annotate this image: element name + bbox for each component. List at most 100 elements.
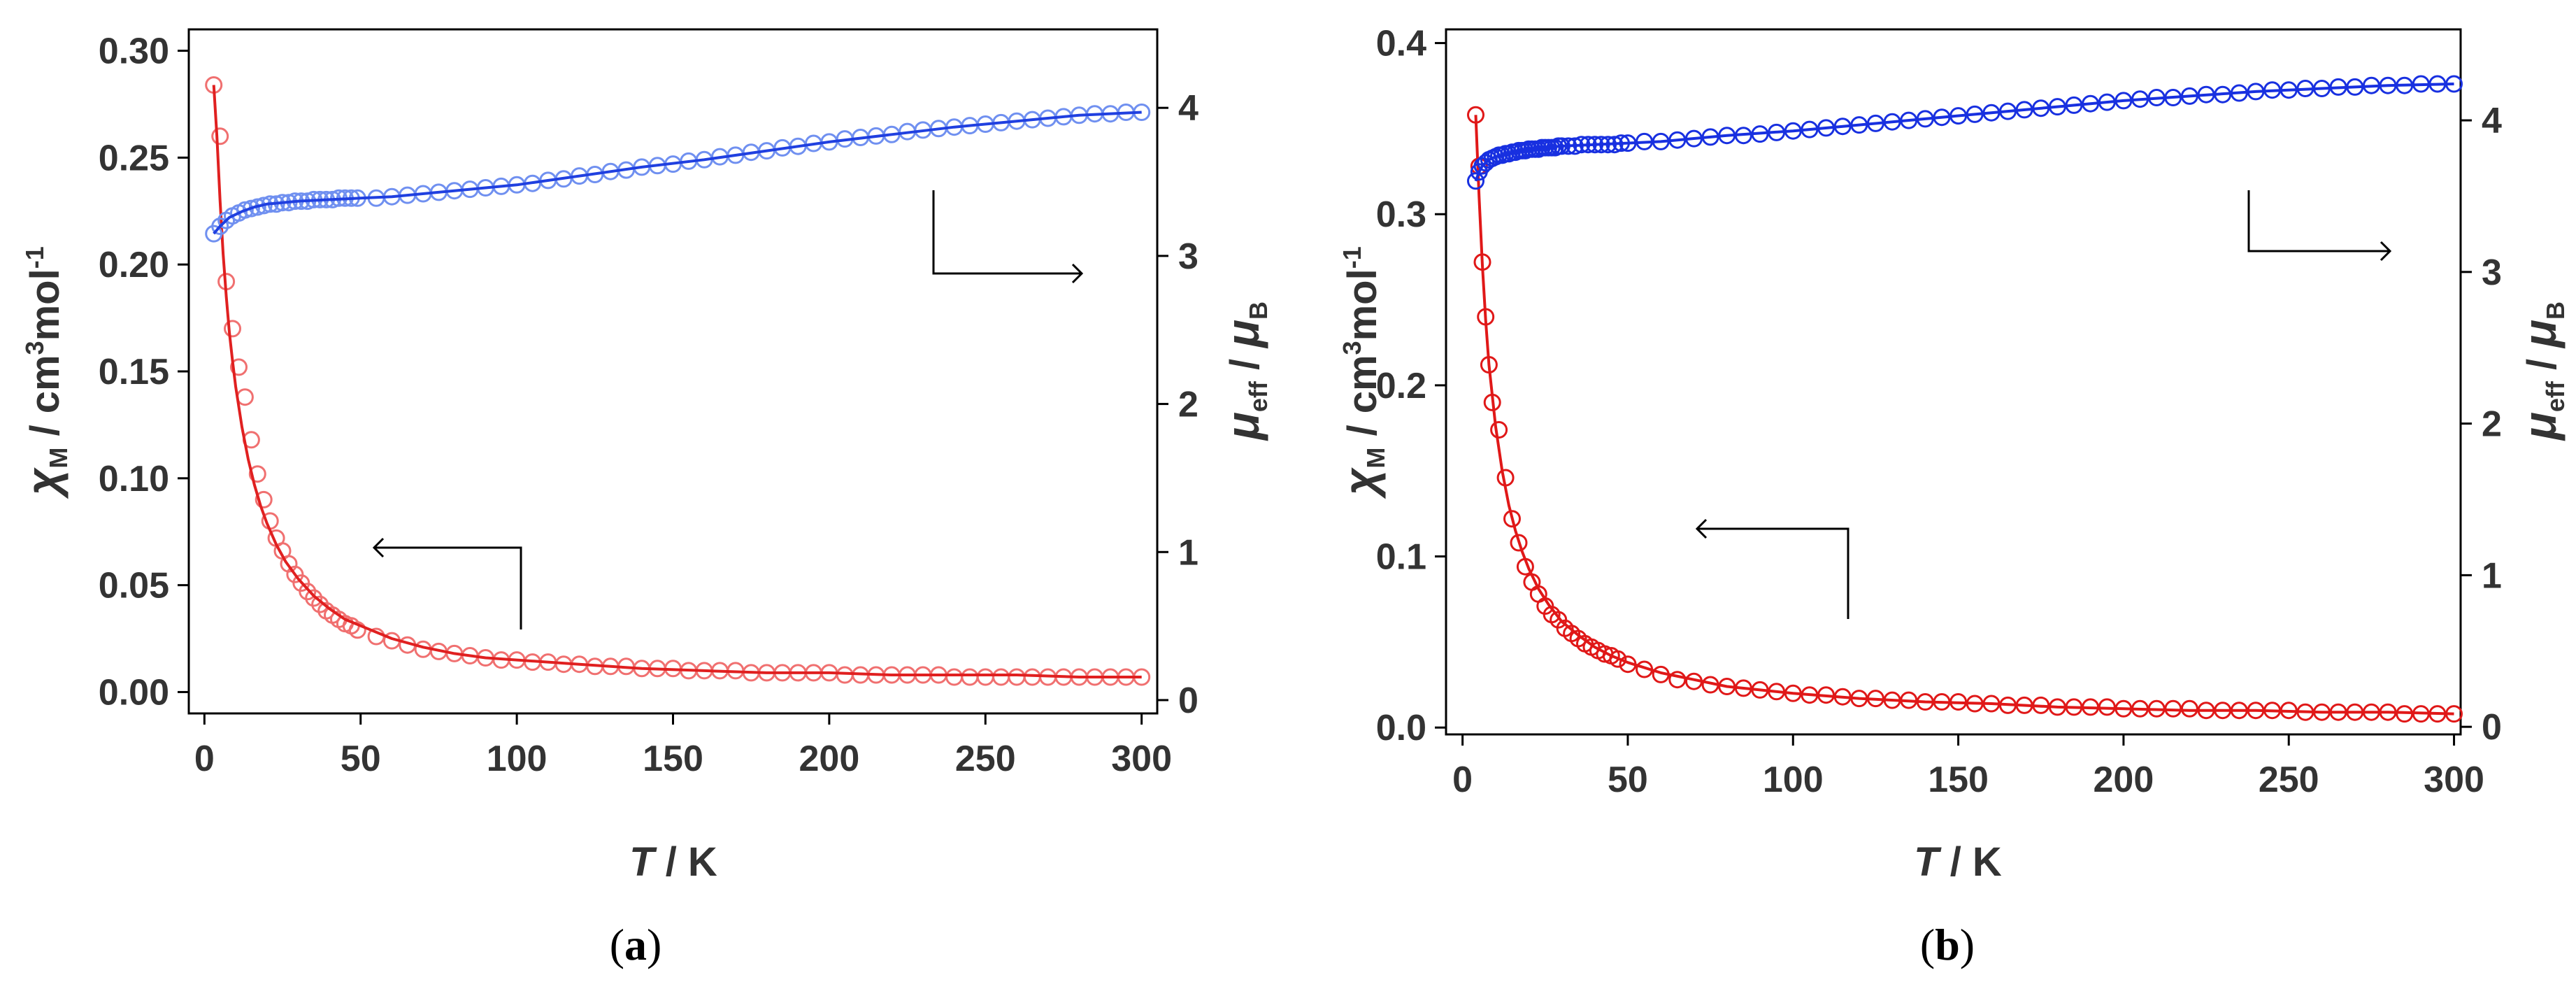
x-tick-label-a-2: 100 — [487, 739, 548, 779]
y-left-mid2-a: mol — [22, 269, 68, 341]
series-b-2-markers — [1467, 75, 2463, 190]
y-left-tick-label-a-2: 0.10 — [99, 459, 169, 499]
y-right-sub2-a: B — [1244, 301, 1273, 320]
y-right-tick-label-b-1: 1 — [2482, 555, 2502, 596]
arrow-right-axis-b — [2247, 190, 2390, 252]
x-tick-labels-b: 0 50 100 150 200 250 300 — [1452, 760, 2484, 800]
y-right-tick-label-a-1: 1 — [1178, 532, 1198, 573]
y-right-mid-b: / — [2519, 348, 2565, 381]
series-a-2-markers — [205, 104, 1151, 243]
series-a-3-fit-line — [213, 111, 1142, 235]
y-left-axis-label-b: χM / cm3mol-1 — [1334, 246, 1390, 499]
y-right-sym2-a: μ — [1217, 320, 1268, 349]
y-left-tick-label-b-2: 0.2 — [1376, 366, 1426, 406]
x-tick-label-a-4: 200 — [799, 739, 860, 779]
series-a-2-point-6 — [242, 199, 260, 218]
arrow-left-axis-b — [1697, 527, 1849, 619]
series-a-0-point-15 — [299, 583, 317, 601]
series-b-0-point-8 — [1503, 510, 1521, 528]
y-left-tick-label-a-3: 0.15 — [99, 352, 169, 392]
series-a-0-markers — [205, 76, 1151, 686]
series-a — [205, 76, 1151, 686]
y-right-tick-label-a-4: 4 — [1178, 88, 1198, 129]
arrow-left-axis-a — [374, 546, 522, 629]
series-b-0-point-59 — [2180, 699, 2198, 718]
plot-frame-b — [1445, 28, 2462, 736]
panel-a: 0 50 100 150 200 250 300 0.00 0.05 0.10 … — [17, 28, 1273, 969]
x-tick-label-a-3: 150 — [643, 739, 703, 779]
arrow-right-axis-a — [932, 190, 1082, 275]
y-right-tick-label-b-4: 4 — [2482, 101, 2502, 141]
y-left-sub-b: M — [1361, 448, 1390, 469]
y-right-sym-b: μ — [2514, 412, 2566, 441]
y-right-tick-label-a-2: 2 — [1178, 385, 1198, 425]
y-left-tick-label-b-3: 0.3 — [1376, 194, 1426, 235]
x-axis-label-unit-b: / K — [1939, 839, 2002, 885]
panel-label-b: (b) — [1920, 920, 1975, 969]
x-tick-label-b-3: 150 — [1928, 760, 1989, 800]
series-b-0-point-6 — [1490, 421, 1508, 439]
x-tick-label-b-6: 300 — [2424, 760, 2484, 800]
x-tick-label-b-1: 50 — [1608, 760, 1648, 800]
y-right-tick-label-b-2: 2 — [2482, 404, 2502, 445]
y-right-tick-label-a-3: 3 — [1178, 236, 1198, 277]
y-left-sup2-a: -1 — [20, 246, 49, 269]
x-tick-label-b-5: 250 — [2259, 760, 2319, 800]
arrowhead-right-axis-a — [1071, 263, 1084, 284]
ticks-a — [178, 50, 1168, 725]
y-left-sup2-b: -1 — [1338, 246, 1366, 269]
x-tick-label-b-4: 200 — [2094, 760, 2154, 800]
arrowhead-right-axis-b — [2380, 241, 2392, 262]
x-axis-label-b: T / K — [1914, 839, 2002, 885]
panel-b: 0 50 100 150 200 250 300 0.0 0.1 0.2 0.3… — [1334, 24, 2570, 969]
series-b-2-point-0 — [1467, 172, 1484, 190]
y-right-tick-labels-b: 0 1 2 3 4 — [2482, 101, 2502, 748]
x-tick-labels-a: 0 50 100 150 200 250 300 — [194, 739, 1172, 779]
y-left-sup1-a: 3 — [20, 341, 49, 355]
y-left-tick-label-a-4: 0.20 — [99, 245, 169, 285]
y-left-tick-label-b-1: 0.1 — [1376, 537, 1426, 578]
y-left-axis-label-a: χM / cm3mol-1 — [17, 246, 73, 499]
x-axis-label-var-b: T — [1914, 839, 1942, 885]
y-left-sym-a: χ — [17, 467, 69, 499]
series-a-2-point-5 — [236, 201, 254, 219]
y-right-sym2-b: μ — [2514, 320, 2566, 349]
series-a-1-fit-line — [212, 85, 1142, 678]
series-b-1-fit-line — [1474, 115, 2454, 716]
panel-label-b-letter: b — [1935, 920, 1960, 969]
ticks-b — [1435, 42, 2472, 746]
y-left-sym-b: χ — [1334, 467, 1386, 499]
x-tick-label-b-2: 100 — [1763, 760, 1824, 800]
y-right-tick-label-a-0: 0 — [1178, 681, 1198, 721]
y-left-tick-label-a-0: 0.00 — [99, 672, 169, 713]
y-right-tick-label-b-0: 0 — [2482, 707, 2502, 748]
y-left-tick-labels-a: 0.00 0.05 0.10 0.15 0.20 0.25 0.30 — [99, 31, 169, 713]
series-a-2-point-1 — [211, 218, 229, 235]
series-b-0-point-28 — [1668, 671, 1687, 689]
series-a-0-point-17 — [311, 595, 329, 613]
y-right-sym-a: μ — [1217, 412, 1268, 441]
series-a-0-point-16 — [305, 589, 323, 607]
y-left-tick-label-a-1: 0.05 — [99, 566, 169, 606]
panel-label-a: (a) — [610, 920, 662, 969]
y-left-mid-b: / cm — [1340, 355, 1385, 447]
y-left-tick-label-a-6: 0.30 — [99, 31, 169, 72]
series-b-0-point-24 — [1609, 650, 1627, 668]
series-a-0-point-1 — [211, 127, 229, 145]
series-a-0-point-4 — [230, 358, 248, 376]
panel-label-a-letter: a — [624, 920, 647, 969]
y-left-sup1-b: 3 — [1338, 341, 1366, 355]
y-right-mid-a: / — [1222, 348, 1268, 381]
series-a-0-point-5 — [236, 388, 254, 406]
series-a-0-point-63 — [976, 668, 994, 686]
series-a-2-point-7 — [248, 198, 266, 216]
y-right-sub-b: eff — [2541, 380, 2570, 412]
series-a-0-point-54 — [836, 666, 854, 684]
x-axis-label-a: T / K — [629, 839, 717, 885]
x-tick-label-a-1: 50 — [341, 739, 381, 779]
arrowhead-left-axis-b — [1695, 518, 1708, 539]
arrowhead-left-axis-a — [372, 537, 385, 558]
y-right-axis-label-b: μeff / μB — [2514, 301, 2570, 441]
x-tick-label-a-6: 300 — [1111, 739, 1172, 779]
